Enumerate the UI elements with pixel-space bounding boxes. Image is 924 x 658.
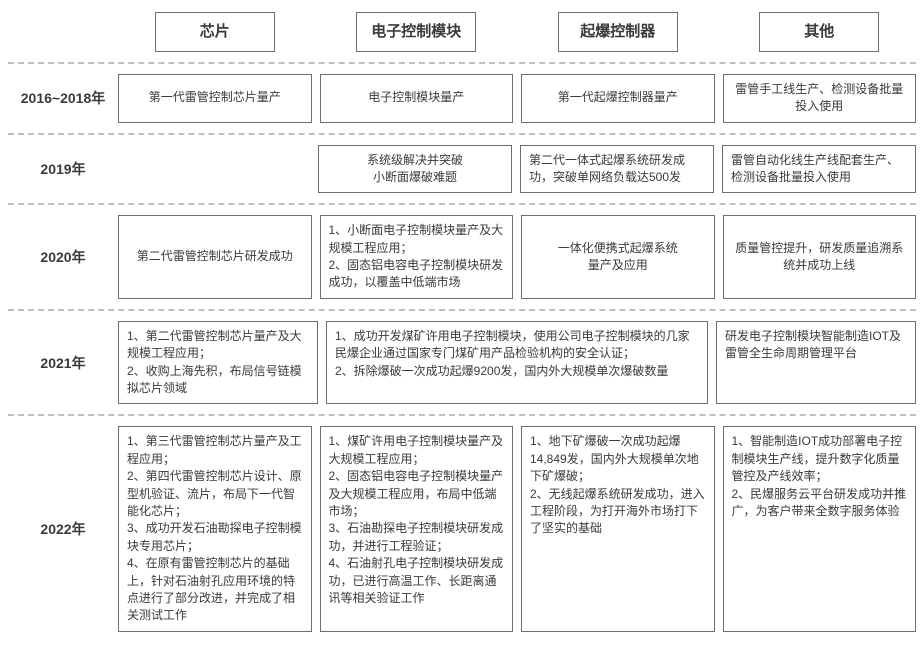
cell: 第二代雷管控制芯片研发成功 bbox=[118, 215, 312, 299]
column-header: 芯片 bbox=[155, 12, 275, 52]
year-label: 2019年 bbox=[8, 145, 118, 194]
cell: 一体化便携式起爆系统 量产及应用 bbox=[521, 215, 715, 299]
year-label: 2020年 bbox=[8, 215, 118, 299]
row-cells: 第一代雷管控制芯片量产电子控制模块量产第一代起爆控制器量产雷管手工线生产、检测设… bbox=[118, 74, 916, 123]
cell: 研发电子控制模块智能制造IOT及雷管全生命周期管理平台 bbox=[716, 321, 916, 405]
table-row: 2019年系统级解决并突破 小断面爆破难题第二代一体式起爆系统研发成功，突破单网… bbox=[8, 135, 916, 206]
cell: 第一代起爆控制器量产 bbox=[521, 74, 715, 123]
timeline-table: 芯片 电子控制模块 起爆控制器 其他 2016~2018年第一代雷管控制芯片量产电子控制… bbox=[8, 12, 916, 642]
cell: 质量管控提升，研发质量追溯系统并成功上线 bbox=[723, 215, 917, 299]
cell: 雷管自动化线生产线配套生产、检测设备批量投入使用 bbox=[722, 145, 916, 194]
header-cells: 芯片 电子控制模块 起爆控制器 其他 bbox=[118, 12, 916, 52]
cell: 1、地下矿爆破一次成功起爆14,849发，国内外大规模单次地下矿爆破； 2、无线… bbox=[521, 426, 715, 631]
table-row: 2020年第二代雷管控制芯片研发成功1、小断面电子控制模块量产及大规模工程应用；… bbox=[8, 205, 916, 311]
cell: 1、智能制造IOT成功部署电子控制模块生产线，提升数字化质量管控及产线效率； 2… bbox=[723, 426, 917, 631]
table-row: 2016~2018年第一代雷管控制芯片量产电子控制模块量产第一代起爆控制器量产雷… bbox=[8, 64, 916, 135]
header-col-wrap: 起爆控制器 bbox=[521, 12, 715, 52]
cell: 1、第二代雷管控制芯片量产及大规模工程应用； 2、收购上海先积，布局信号链模拟芯… bbox=[118, 321, 318, 405]
cell: 第一代雷管控制芯片量产 bbox=[118, 74, 312, 123]
cell: 1、小断面电子控制模块量产及大规模工程应用； 2、固态铝电容电子控制模块研发成功… bbox=[320, 215, 514, 299]
table-row: 2022年1、第三代雷管控制芯片量产及工程应用； 2、第四代雷管控制芯片设计、原… bbox=[8, 416, 916, 641]
cell: 1、第三代雷管控制芯片量产及工程应用； 2、第四代雷管控制芯片设计、原型机验证、… bbox=[118, 426, 312, 631]
row-cells: 第二代雷管控制芯片研发成功1、小断面电子控制模块量产及大规模工程应用； 2、固态… bbox=[118, 215, 916, 299]
year-label: 2022年 bbox=[8, 426, 118, 631]
cell: 电子控制模块量产 bbox=[320, 74, 514, 123]
header-year-spacer bbox=[8, 12, 118, 52]
year-label: 2021年 bbox=[8, 321, 118, 405]
header-row: 芯片 电子控制模块 起爆控制器 其他 bbox=[8, 12, 916, 64]
cell: 1、成功开发煤矿许用电子控制模块，使用公司电子控制模块的几家民爆企业通过国家专门… bbox=[326, 321, 708, 405]
column-header: 起爆控制器 bbox=[558, 12, 678, 52]
header-col-wrap: 芯片 bbox=[118, 12, 312, 52]
cell: 雷管手工线生产、检测设备批量投入使用 bbox=[723, 74, 917, 123]
table-row: 2021年1、第二代雷管控制芯片量产及大规模工程应用； 2、收购上海先积，布局信… bbox=[8, 311, 916, 417]
column-header: 其他 bbox=[759, 12, 879, 52]
row-cells: 1、第三代雷管控制芯片量产及工程应用； 2、第四代雷管控制芯片设计、原型机验证、… bbox=[118, 426, 916, 631]
empty-cell bbox=[118, 145, 310, 194]
row-cells: 系统级解决并突破 小断面爆破难题第二代一体式起爆系统研发成功，突破单网络负载达5… bbox=[118, 145, 916, 194]
cell: 系统级解决并突破 小断面爆破难题 bbox=[318, 145, 512, 194]
cell: 第二代一体式起爆系统研发成功，突破单网络负载达500发 bbox=[520, 145, 714, 194]
header-col-wrap: 电子控制模块 bbox=[320, 12, 514, 52]
column-header: 电子控制模块 bbox=[356, 12, 476, 52]
year-label: 2016~2018年 bbox=[8, 74, 118, 123]
header-col-wrap: 其他 bbox=[723, 12, 917, 52]
cell: 1、煤矿许用电子控制模块量产及大规模工程应用； 2、固态铝电容电子控制模块量产及… bbox=[320, 426, 514, 631]
row-cells: 1、第二代雷管控制芯片量产及大规模工程应用； 2、收购上海先积，布局信号链模拟芯… bbox=[118, 321, 916, 405]
